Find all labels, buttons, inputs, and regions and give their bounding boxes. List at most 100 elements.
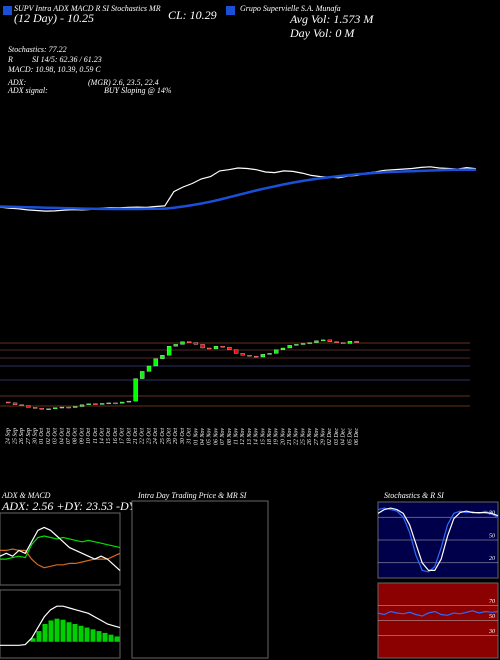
candle-body <box>341 342 346 344</box>
candle-body <box>146 365 152 372</box>
x-tick-label: 04 Nov <box>199 428 206 446</box>
candle-body <box>59 406 65 409</box>
series-line <box>0 605 121 646</box>
x-tick-label: 06 Nov <box>213 428 219 446</box>
candle-body <box>79 404 85 407</box>
x-tick-label: 03 Oct <box>53 428 59 444</box>
legend-swatch <box>226 6 235 15</box>
bar <box>54 618 60 642</box>
x-tick-label: 22 Nov <box>294 428 300 446</box>
x-tick-label: 07 Oct <box>66 428 72 444</box>
bar <box>90 629 96 642</box>
x-tick-label: 20 Nov <box>280 428 286 446</box>
candle-body <box>200 344 205 349</box>
candle-body <box>327 339 333 342</box>
candle-body <box>220 346 225 348</box>
candle-body <box>213 346 219 350</box>
candle-body <box>233 349 239 354</box>
candle-body <box>274 349 279 354</box>
x-tick-label: 25 Nov <box>300 428 306 446</box>
x-tick-label: 21 Nov <box>287 428 293 446</box>
candle-body <box>26 405 31 408</box>
candle-body <box>207 347 212 350</box>
x-tick-label: 08 Oct <box>73 428 79 444</box>
x-tick-label: 13 Nov <box>247 428 253 446</box>
x-tick-label: 10 Oct <box>86 428 92 444</box>
x-tick-label: 11 Nov <box>233 428 239 445</box>
title: Grupo Supervielle S.A. Munafa <box>240 4 341 13</box>
x-tick-label: 11 Oct <box>93 428 99 444</box>
x-tick-label: 01 Oct <box>39 428 45 444</box>
x-tick-label: 14 Nov <box>253 428 260 446</box>
x-tick-label: 12 Nov <box>240 428 246 446</box>
x-tick-label: 05 Nov <box>207 428 213 446</box>
adx-signal-val: BUY Sloping @ 14% <box>104 86 172 95</box>
candle-body <box>93 403 98 405</box>
candle-body <box>260 354 266 358</box>
bar <box>78 625 84 642</box>
adx: ADX: <box>7 78 27 87</box>
candle-body <box>300 343 306 345</box>
x-tick-label: 25 Oct <box>160 428 166 444</box>
day-vol: Day Vol: 0 M <box>289 26 355 40</box>
x-tick-label: 02 Dec <box>327 428 333 445</box>
bar <box>102 632 108 642</box>
candle-body <box>173 344 178 347</box>
day12: (12 Day) - 10.25 <box>14 11 94 25</box>
x-tick-label: 27 Nov <box>314 428 320 446</box>
panel-frame <box>0 589 121 659</box>
candle-body <box>140 371 145 379</box>
bar <box>42 624 48 642</box>
x-tick-label: 24 Oct <box>152 428 159 444</box>
candle-body <box>267 353 272 355</box>
x-tick-label: 09 Oct <box>79 428 85 444</box>
y-tick-label: 50 <box>489 614 495 620</box>
candle-body <box>254 355 259 358</box>
adx-line: ADX: 2.56 +DY: 23.53 -DY: 22.35 <box>1 499 169 513</box>
x-tick-label: 31 Oct <box>187 428 193 445</box>
bar <box>36 631 42 642</box>
rsi: SI 14/5: 62.36 / 61.23 <box>32 55 102 64</box>
x-tick-label: 04 Oct <box>58 428 65 444</box>
candle-body <box>133 378 138 402</box>
stoch: Stochastics: 77.22 <box>8 45 67 54</box>
candle-body <box>46 408 51 410</box>
y-tick-label: 50 <box>489 533 495 539</box>
candle-body <box>160 355 165 359</box>
series-line <box>377 507 499 571</box>
intro: SUPV Intra ADX MACD R SI Stochastics MR <box>14 4 161 13</box>
candle-body <box>347 341 353 344</box>
avg-vol: Avg Vol: 1.573 M <box>289 12 374 26</box>
candle-body <box>354 341 359 343</box>
x-tick-label: 18 Oct <box>126 428 132 444</box>
x-tick-label: 04 Dec <box>340 428 347 445</box>
candle-body <box>321 339 326 342</box>
candle-body <box>126 400 132 403</box>
series-line <box>377 610 499 617</box>
x-tick-label: 07 Nov <box>220 428 226 446</box>
candle-body <box>166 346 172 356</box>
adx-vals: (MGR) 2.6, 23.5, 22.4 <box>88 78 159 87</box>
x-tick-label: 23 Oct <box>146 428 152 444</box>
x-tick-label: 19 Nov <box>274 428 280 446</box>
candle-body <box>334 341 339 343</box>
x-tick-label: 29 Oct <box>173 428 179 444</box>
x-tick-label: 26 Nov <box>307 428 313 446</box>
x-tick-label: 08 Nov <box>227 428 233 446</box>
x-tick-label: 24 Sep <box>5 428 12 444</box>
intra-panel <box>131 500 269 659</box>
x-tick-label: 01 Nov <box>193 428 199 446</box>
candle-body <box>99 403 105 405</box>
candle-body <box>12 402 18 405</box>
panel-title: Intra Day Trading Price & MR SI <box>137 491 247 500</box>
candle-body <box>287 345 292 349</box>
panel-frame <box>0 512 121 586</box>
bar <box>114 636 120 642</box>
candle-body <box>247 355 252 357</box>
x-tick-label: 02 Oct <box>46 428 52 444</box>
x-tick-label: 15 Oct <box>106 428 112 444</box>
close: CL: 10.29 <box>168 8 217 22</box>
candle-body <box>66 406 71 409</box>
